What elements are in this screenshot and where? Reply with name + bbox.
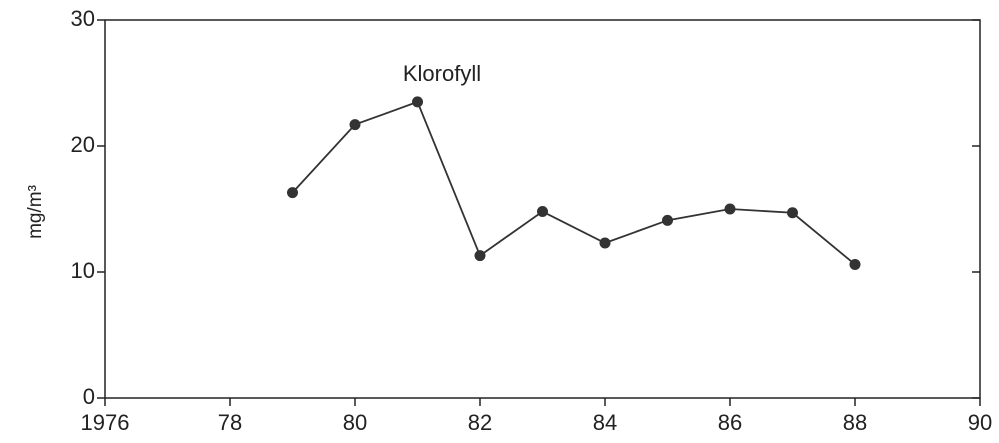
- point: [724, 203, 736, 215]
- line: [291, 100, 856, 266]
- y-tick-label: 20: [71, 132, 95, 157]
- annotation: Klorofyll: [403, 61, 481, 86]
- y-tick-label: 30: [71, 6, 95, 31]
- x-tick-label: 90: [968, 410, 992, 435]
- y-tick-label: 10: [71, 258, 95, 283]
- point: [787, 207, 798, 219]
- y-tick-label: 0: [83, 384, 95, 409]
- x-tick-label: 78: [218, 410, 242, 435]
- point: [412, 96, 423, 108]
- y-axis-label: mg/m³: [25, 185, 46, 239]
- x-tick-label: 88: [843, 410, 867, 435]
- x-tick-label: 82: [468, 410, 492, 435]
- point: [849, 258, 861, 270]
- point: [287, 187, 298, 199]
- x-tick-label: 1976: [81, 410, 130, 435]
- point: [599, 237, 611, 249]
- point: [349, 119, 361, 131]
- plot-frame: [104, 19, 981, 399]
- point: [537, 206, 548, 218]
- point: [474, 250, 486, 262]
- point: [662, 214, 673, 226]
- x-tick-label: 80: [343, 410, 367, 435]
- x-tick-label: 84: [593, 410, 617, 435]
- x-tick-label: 86: [718, 410, 742, 435]
